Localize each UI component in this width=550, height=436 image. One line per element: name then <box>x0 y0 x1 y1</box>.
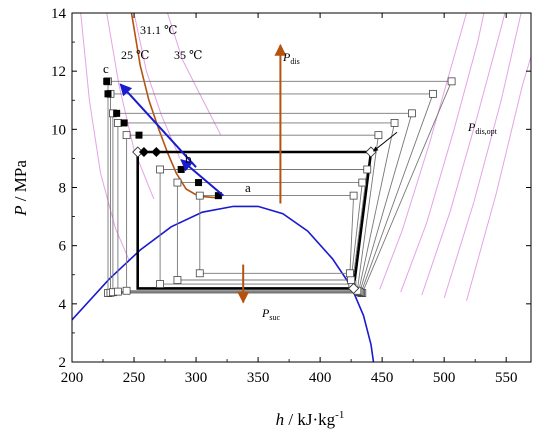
cycle-8-corner-2 <box>345 269 354 278</box>
cycle-8-corner-3 <box>195 269 204 278</box>
filled-square-4 <box>135 131 143 139</box>
cycle-3-corner-0 <box>114 119 122 127</box>
filled-square-3 <box>120 119 128 127</box>
cycle-4 <box>126 134 379 292</box>
cycle-4-corner-3 <box>122 286 131 295</box>
y-axis-title-main: P <box>11 205 30 216</box>
cycle-7-corner-1 <box>358 178 367 187</box>
pdis-label: Pdis <box>282 50 300 66</box>
x-tick-label-300: 300 <box>185 370 208 386</box>
cycle-6-corner-3 <box>156 280 164 288</box>
filled-square-0 <box>103 77 111 85</box>
isotherm-line-8 <box>466 56 531 302</box>
cycle-1 <box>110 93 434 294</box>
pdisopt-label-main: P <box>467 120 476 134</box>
y-axis-title-unit: / MPa <box>11 160 30 206</box>
psuc-label-sub: suc <box>269 313 280 322</box>
pdis-label-sub: dis <box>290 57 299 66</box>
cycle-3-corner-1 <box>390 119 399 127</box>
y-tick-label-12: 12 <box>51 64 66 80</box>
y-tick-label-2: 2 <box>59 355 67 371</box>
cycle-5 <box>136 150 373 290</box>
pdis-label-main: P <box>282 50 291 64</box>
isotherm-label-35: 35 ℃ <box>174 48 202 62</box>
isotherm-lines <box>80 13 531 302</box>
psuc-label: Psuc <box>261 306 280 322</box>
filled-diamond-1 <box>151 147 162 158</box>
y-tick-label-14: 14 <box>51 6 67 22</box>
isotherm-line-5 <box>400 13 485 293</box>
x-tick-label-450: 450 <box>371 370 394 386</box>
isotherm-line-1 <box>106 13 155 200</box>
isotherm-line-2 <box>133 13 181 159</box>
x-tick-label-350: 350 <box>247 370 270 386</box>
cycle-8-corner-1 <box>349 191 358 200</box>
cycle-1-corner-1 <box>429 89 437 98</box>
point-label-c: c <box>103 61 109 76</box>
y-tick-label-6: 6 <box>59 239 67 255</box>
y-axis-title: P / MPa <box>11 160 30 217</box>
critical-isotherm <box>130 13 216 199</box>
cycle-6-corner-0 <box>156 165 164 174</box>
cycle-2-corner-1 <box>408 109 416 118</box>
cycle-4-corner-0 <box>122 131 131 140</box>
blue-arrow-0 <box>180 159 224 197</box>
isotherm-label-25: 25 ℃ <box>121 48 149 62</box>
open-diamond-2 <box>347 282 360 295</box>
filled-diamond-0 <box>138 147 149 158</box>
y-tick-label-10: 10 <box>51 122 66 138</box>
y-tick-label-4: 4 <box>59 297 67 313</box>
point-label-b: b <box>185 151 192 166</box>
critical-isotherm-line <box>130 13 216 199</box>
isotherm-line-7 <box>443 13 522 299</box>
axes: 200 250 300 350 400 450 500 550 2 4 6 8 10 12 14 <box>51 6 531 386</box>
pdisopt-label-sub: dis,opt <box>475 127 497 136</box>
cycle-8 <box>199 195 355 274</box>
x-tick-label-250: 250 <box>123 370 146 386</box>
isotherm-line-6 <box>421 13 506 296</box>
filled-square-7 <box>214 192 222 200</box>
x-axis-title-main: h <box>276 410 285 429</box>
cycle-8-corner-0 <box>195 191 204 200</box>
x-axis-title: h / kJ·kg-1 <box>276 409 345 429</box>
cycle-2 <box>112 112 413 293</box>
filled-square-6 <box>195 179 203 187</box>
cycle-0-corner-1 <box>447 77 456 86</box>
x-axis-title-unit: / kJ·kg <box>284 410 336 429</box>
point-label-a: a <box>245 180 251 195</box>
isotherm-line-4 <box>379 13 467 290</box>
pdisopt-pointer <box>373 131 398 152</box>
saturation-dome <box>72 205 375 362</box>
filled-square-1 <box>104 90 112 98</box>
isotherm-line-0 <box>80 13 130 261</box>
x-tick-label-200: 200 <box>61 370 84 386</box>
cycle-4-corner-1 <box>374 131 383 140</box>
filled-square-5 <box>177 165 185 173</box>
saturation-dome-line <box>72 205 375 362</box>
cycle-6-corner-1 <box>363 165 372 174</box>
cycle-3-corner-3 <box>114 287 122 296</box>
x-axis-title-exp: -1 <box>335 409 344 421</box>
cycle-7-corner-2 <box>347 276 356 284</box>
cycle-6 <box>159 169 368 285</box>
cycle-7-corner-0 <box>173 178 182 187</box>
x-tick-label-500: 500 <box>433 370 456 386</box>
psuc-label-main: P <box>261 306 270 320</box>
x-tick-label-400: 400 <box>309 370 332 386</box>
isotherm-label-31: 31.1 ℃ <box>140 23 177 37</box>
open-diamond-1 <box>365 146 377 158</box>
cycle-markers <box>103 77 456 297</box>
x-tick-label-550: 550 <box>495 370 518 386</box>
pdisopt-label: Pdis,opt <box>467 120 498 136</box>
blue-arrow-1 <box>119 83 197 168</box>
annotation-arrows <box>119 43 398 304</box>
filled-square-2 <box>113 109 121 117</box>
cycle-7-corner-3 <box>173 276 182 284</box>
y-tick-label-8: 8 <box>59 181 67 197</box>
